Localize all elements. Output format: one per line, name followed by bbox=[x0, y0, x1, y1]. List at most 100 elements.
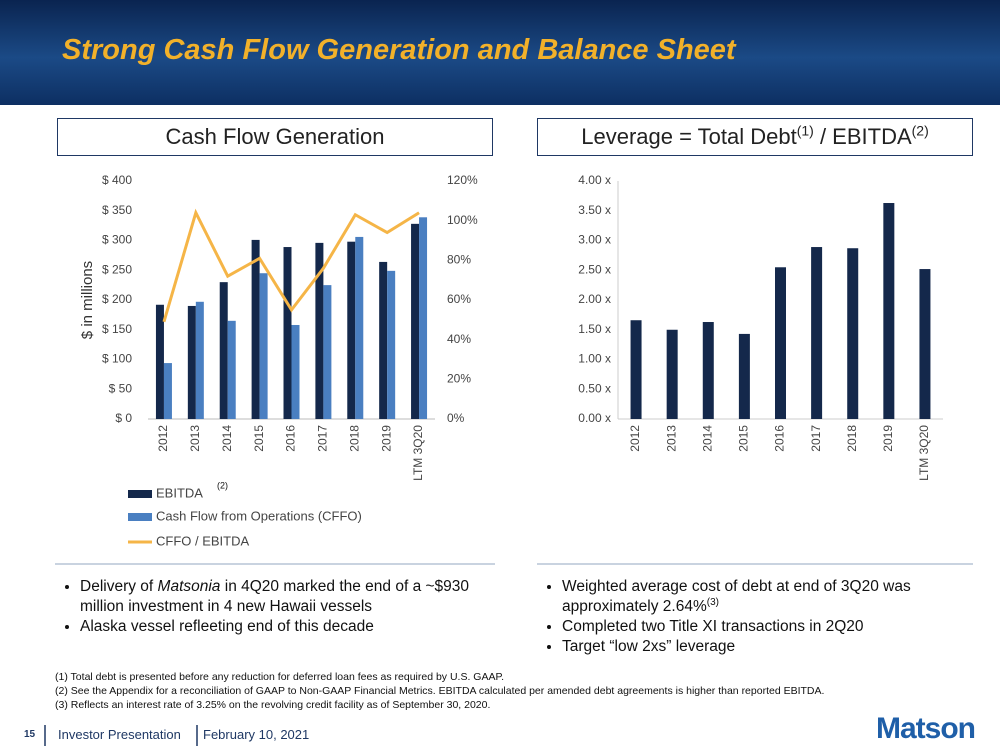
logo: Matson bbox=[876, 712, 976, 745]
y-tick-label: 1.00 x bbox=[578, 352, 611, 366]
bar bbox=[738, 333, 750, 419]
bar bbox=[227, 320, 236, 419]
y-axis-label: $ in millions bbox=[79, 261, 96, 339]
bar bbox=[187, 305, 196, 419]
left-header: Cash Flow Generation bbox=[57, 118, 493, 156]
legend-note: (2) bbox=[217, 480, 228, 490]
x-tick-label: 2016 bbox=[773, 425, 787, 452]
bullet-text: Completed two Title XI transactions in 2… bbox=[562, 618, 864, 635]
slide-title: Strong Cash Flow Generation and Balance … bbox=[62, 34, 736, 66]
bar bbox=[323, 285, 332, 419]
bar bbox=[811, 247, 823, 419]
y-tick-label: 0.00 x bbox=[578, 411, 611, 425]
bullet: Completed two Title XI transactions in 2… bbox=[562, 617, 992, 637]
x-tick-label: 2013 bbox=[188, 425, 202, 452]
legend-swatch bbox=[128, 513, 152, 521]
bar bbox=[355, 236, 364, 419]
y-tick-label: $ 400 bbox=[102, 173, 132, 187]
x-tick-label: 2015 bbox=[737, 425, 751, 452]
bar bbox=[251, 239, 260, 419]
y-tick-label: 4.00 x bbox=[578, 173, 611, 187]
x-tick-label: LTM 3Q20 bbox=[917, 425, 931, 481]
page-number: 15 bbox=[24, 729, 36, 740]
bar bbox=[411, 223, 420, 419]
y-tick-label: 20% bbox=[447, 372, 471, 386]
x-tick-label: 2013 bbox=[664, 425, 678, 452]
bar bbox=[291, 324, 300, 419]
banner bbox=[0, 0, 1000, 105]
legend-label: EBITDA bbox=[156, 485, 203, 500]
y-tick-label: 120% bbox=[447, 173, 478, 187]
header-text: Leverage = Total Debt bbox=[581, 124, 797, 149]
header-sup: (1) bbox=[796, 122, 814, 139]
bar bbox=[883, 203, 895, 419]
x-tick-label: 2019 bbox=[881, 425, 895, 452]
bar bbox=[666, 329, 678, 419]
bullet-text: Delivery of bbox=[80, 578, 158, 595]
right-header: Leverage = Total Debt(1) / EBITDA(2) bbox=[537, 118, 973, 156]
bar bbox=[163, 363, 172, 419]
x-tick-label: 2017 bbox=[809, 425, 823, 452]
bar bbox=[219, 282, 228, 419]
x-tick-label: 2012 bbox=[156, 425, 170, 452]
bar bbox=[347, 241, 356, 419]
bar bbox=[379, 261, 388, 419]
x-tick-label: 2018 bbox=[347, 425, 361, 452]
bar bbox=[419, 217, 428, 419]
footer-name: Investor Presentation bbox=[58, 727, 181, 742]
footnote: (2) See the Appendix for a reconciliatio… bbox=[55, 685, 825, 697]
y-tick-label: 60% bbox=[447, 292, 471, 306]
bar bbox=[195, 301, 204, 419]
bullet: Target “low 2xs” leverage bbox=[562, 637, 992, 657]
y-tick-label: 2.50 x bbox=[578, 262, 611, 276]
right-bullets: Weighted average cost of debt at end of … bbox=[540, 577, 992, 657]
bar bbox=[630, 320, 642, 419]
bar bbox=[259, 273, 268, 419]
y-tick-label: 80% bbox=[447, 253, 471, 267]
bar bbox=[702, 322, 714, 419]
bar bbox=[919, 269, 931, 419]
y-tick-label: 3.00 x bbox=[578, 233, 611, 247]
line bbox=[162, 208, 420, 323]
footer-date: February 10, 2021 bbox=[203, 727, 310, 742]
bar bbox=[283, 247, 292, 419]
bar bbox=[775, 267, 786, 419]
y-tick-label: $ 350 bbox=[102, 203, 132, 217]
y-tick-label: 3.50 x bbox=[578, 203, 611, 217]
y-tick-label: $ 250 bbox=[102, 262, 132, 276]
y-tick-label: $ 150 bbox=[102, 322, 132, 336]
bar bbox=[387, 270, 396, 419]
bar bbox=[847, 248, 859, 419]
legend-swatch bbox=[128, 490, 152, 498]
bullet-italic: Matsonia bbox=[157, 578, 221, 595]
header-sup: (2) bbox=[911, 122, 929, 139]
x-tick-label: 2018 bbox=[845, 425, 859, 452]
footnote: (3) Reflects an interest rate of 3.25% o… bbox=[55, 699, 491, 711]
y-tick-label: $ 200 bbox=[102, 292, 132, 306]
legend-label: CFFO / EBITDA bbox=[156, 533, 250, 548]
y-tick-label: 1.50 x bbox=[578, 322, 611, 336]
left-bullets: Delivery of Matsonia in 4Q20 marked the … bbox=[58, 577, 500, 637]
bullet: Alaska vessel refleeting end of this dec… bbox=[80, 617, 500, 637]
bullet-text: in 4Q20 marked the end of a ~$930 millio… bbox=[80, 578, 470, 615]
x-tick-label: 2016 bbox=[284, 425, 298, 452]
bullet-text: Weighted average cost of debt at end of … bbox=[562, 578, 911, 615]
header-text: / EBITDA bbox=[813, 124, 912, 149]
x-tick-label: 2019 bbox=[379, 425, 393, 452]
y-tick-label: $ 0 bbox=[115, 411, 132, 425]
bullet: Weighted average cost of debt at end of … bbox=[562, 577, 992, 617]
bullet-text: Target “low 2xs” leverage bbox=[562, 638, 736, 655]
x-tick-label: LTM 3Q20 bbox=[411, 425, 425, 481]
y-tick-label: 40% bbox=[447, 332, 471, 346]
footnote: (1) Total debt is presented before any r… bbox=[55, 671, 505, 683]
x-tick-label: 2017 bbox=[316, 425, 330, 452]
x-tick-label: 2012 bbox=[628, 425, 642, 452]
y-tick-label: 100% bbox=[447, 213, 478, 227]
y-tick-label: 0.50 x bbox=[578, 381, 611, 395]
y-tick-label: $ 50 bbox=[109, 381, 133, 395]
legend-label: Cash Flow from Operations (CFFO) bbox=[156, 508, 362, 523]
bullet-sup: (3) bbox=[706, 596, 719, 608]
x-tick-label: 2014 bbox=[220, 425, 234, 452]
bullet: Delivery of Matsonia in 4Q20 marked the … bbox=[80, 577, 500, 617]
